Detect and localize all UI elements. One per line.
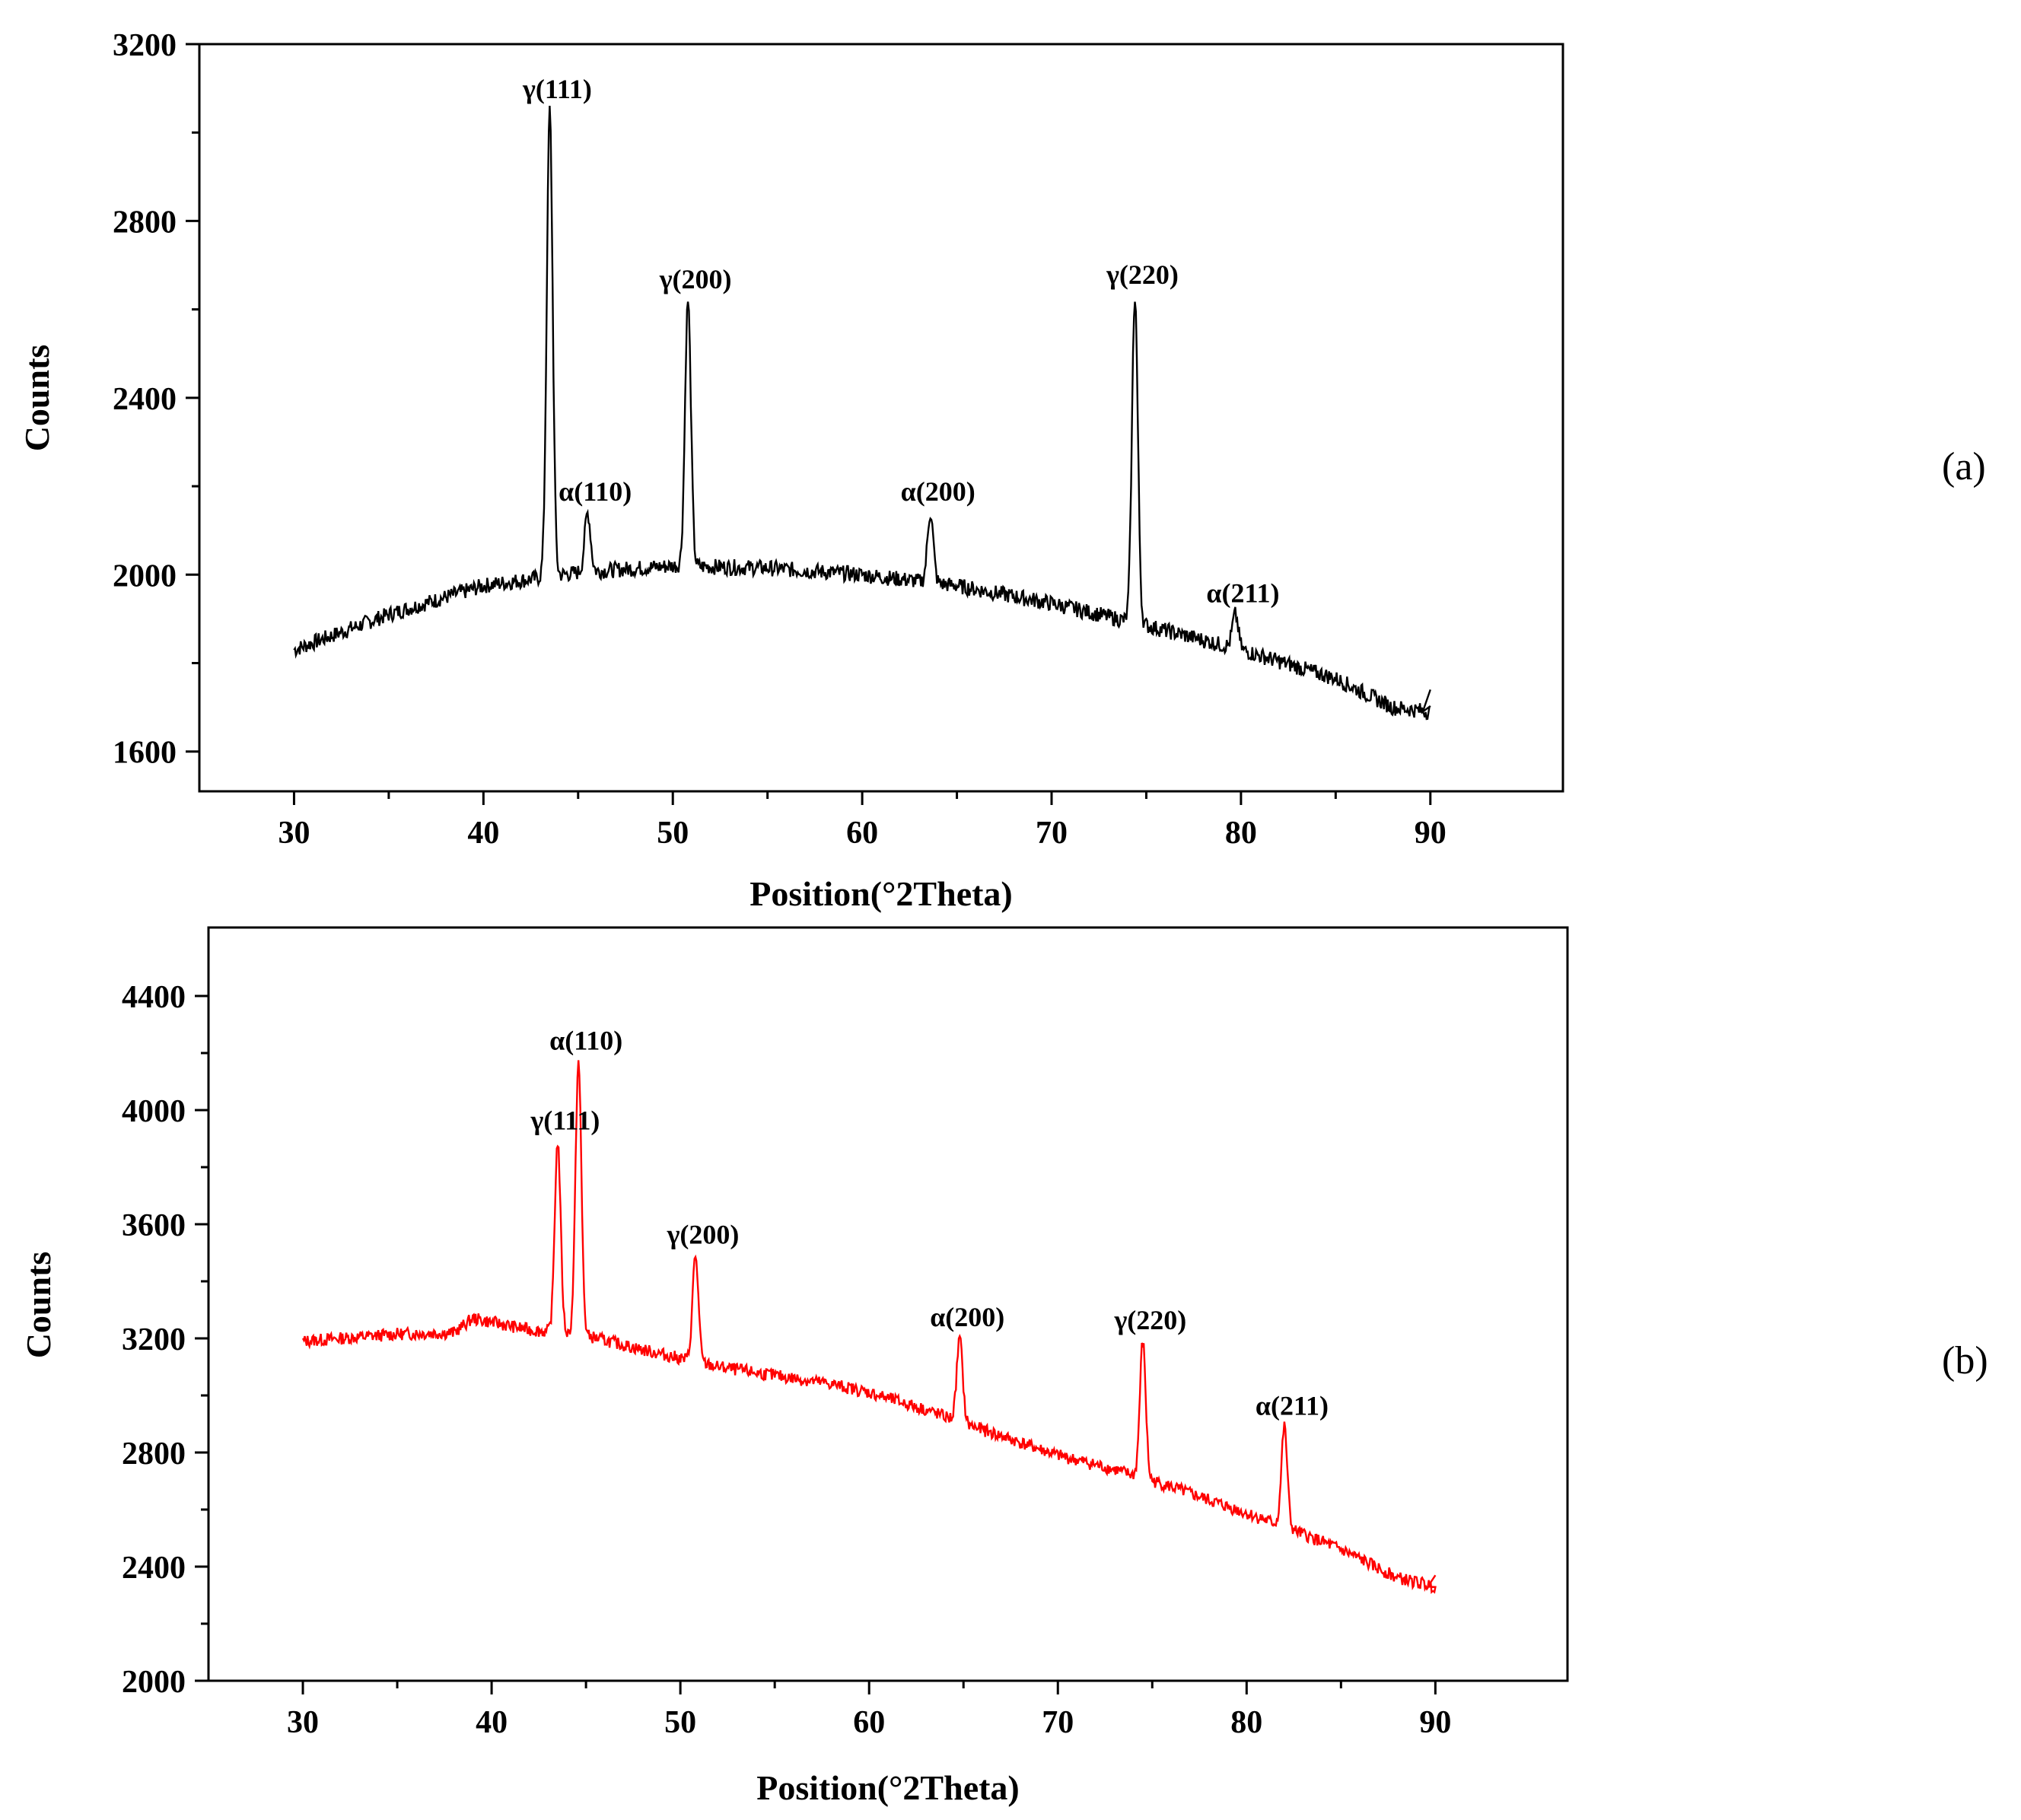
peak-label: α(200) [901,476,975,507]
plot-frame-b [207,926,1569,1682]
chart-panel-a: 30 40 50 60 70 80 90 1600 2000 2400 2800 3200 γ(111… [18,28,1986,913]
peak-label: α(110) [559,476,632,507]
panel-label-a: (a) [1942,445,1986,488]
peak-label: γ(111) [522,74,592,104]
y-tick-label: 3200 [113,28,177,63]
x-tick-label: 40 [476,1705,508,1740]
peak-labels-b: γ(111) α(110) γ(200) α(200) γ(220) α(211) [530,1025,1328,1421]
y-tick-label: 4400 [122,980,186,1015]
peak-labels-a: γ(111) α(110) γ(200) α(200) γ(220) α(211) [522,74,1279,608]
x-tick-label: 70 [1036,816,1068,851]
peak-label: γ(200) [667,1219,740,1249]
x-tick-label: 50 [664,1705,696,1740]
peak-label: γ(200) [659,264,732,294]
y-tick-label: 2000 [122,1665,186,1700]
series-group-a [293,106,1431,721]
peak-label: γ(220) [1106,259,1179,290]
x-tick-label: 90 [1415,816,1447,851]
y-axis-title-b: Counts [19,1252,58,1359]
x-axis-title-a: Position(°2Theta) [750,874,1013,913]
x-tick-label: 40 [467,816,499,851]
tick-group-b: 30 40 50 60 70 80 90 2000 2400 2800 3200 3600 4000 44… [122,980,1451,1740]
x-tick-label: 80 [1230,1705,1262,1740]
y-tick-label: 2800 [122,1437,186,1472]
x-tick-label: 60 [853,1705,885,1740]
x-tick-label: 90 [1419,1705,1451,1740]
peak-label: γ(111) [530,1105,600,1135]
peak-label: α(211) [1256,1390,1329,1421]
x-tick-label: 50 [657,816,689,851]
xrd-pattern-line [301,1060,1437,1595]
peak-label: γ(220) [1113,1305,1186,1335]
x-tick-label: 80 [1225,816,1257,851]
y-tick-label: 2400 [113,382,177,417]
y-tick-label: 2800 [113,205,177,240]
y-tick-label: 2000 [113,558,177,593]
x-tick-label: 30 [278,816,310,851]
peak-label: α(110) [549,1025,622,1055]
x-axis-title-b: Position(°2Theta) [756,1768,1020,1807]
peak-label: α(211) [1206,578,1279,609]
y-tick-label: 3600 [122,1208,186,1243]
plot-frame-a [198,43,1564,793]
xrd-pattern-line [293,106,1431,721]
series-group-b [301,1060,1437,1595]
y-tick-label: 3200 [122,1322,186,1357]
peak-label: α(200) [930,1302,1004,1332]
y-axis-title-a: Counts [18,345,56,452]
y-tick-label: 1600 [113,736,177,771]
y-tick-label: 4000 [122,1094,186,1129]
x-tick-label: 30 [287,1705,319,1740]
x-tick-label: 60 [846,816,878,851]
y-tick-label: 2400 [122,1551,186,1586]
tick-group-a: 30 40 50 60 70 80 90 1600 2000 2400 2800 3200 [113,28,1447,851]
chart-panel-b: 30 40 50 60 70 80 90 2000 2400 2800 3200 3600 4000 44… [19,926,1988,1807]
x-tick-label: 70 [1042,1705,1074,1740]
panel-label-b: (b) [1942,1339,1988,1382]
